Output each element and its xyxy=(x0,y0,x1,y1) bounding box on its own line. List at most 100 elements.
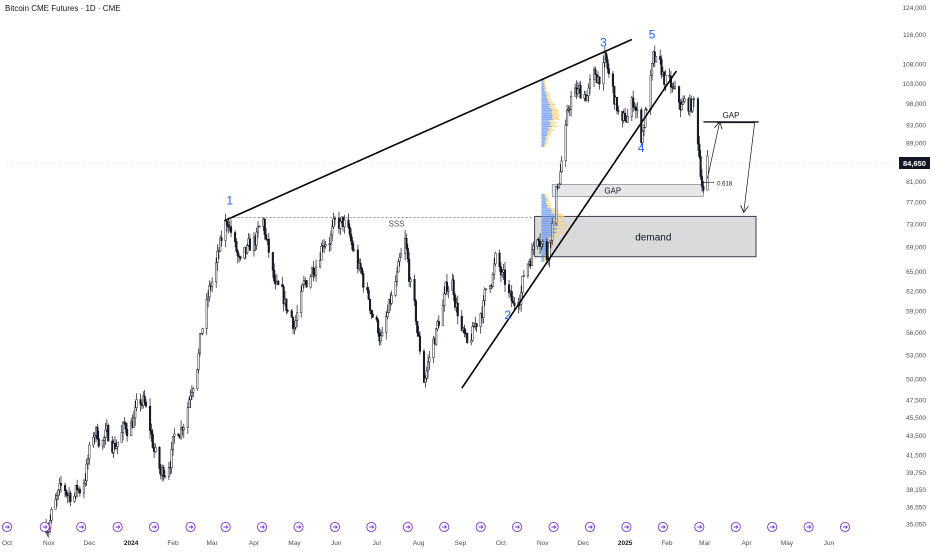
candle-body xyxy=(92,436,95,446)
volume-profile-bar xyxy=(541,102,549,104)
event-icon-arrow xyxy=(733,525,739,529)
candle-body xyxy=(162,467,165,477)
candle-body xyxy=(328,243,331,245)
y-tick-label: 69,000 xyxy=(906,245,926,252)
event-icon-arrow xyxy=(332,525,338,529)
y-tick-label: 43,500 xyxy=(906,433,926,440)
event-icon[interactable] xyxy=(621,521,632,533)
event-icon[interactable] xyxy=(730,521,741,533)
volume-profile-bar xyxy=(546,96,550,99)
candle-body xyxy=(379,335,382,342)
volume-profile-bar xyxy=(541,123,550,126)
candle-body xyxy=(405,237,408,249)
event-icon[interactable] xyxy=(402,521,413,533)
candle-body xyxy=(207,296,210,300)
x-tick-label: Mar xyxy=(207,540,219,547)
candle-body xyxy=(130,421,133,437)
volume-profile-bar xyxy=(541,199,547,201)
volume-profile-bar xyxy=(548,105,554,108)
candle-body xyxy=(432,338,435,359)
candle-body xyxy=(293,327,296,329)
event-icon[interactable] xyxy=(657,521,668,533)
event-icon[interactable] xyxy=(694,521,705,533)
event-icon[interactable] xyxy=(584,521,596,533)
volume-profile-bar xyxy=(552,113,559,115)
event-icon[interactable] xyxy=(439,521,450,533)
candle-body xyxy=(702,186,705,191)
volume-profile-bar xyxy=(541,116,553,119)
event-icon[interactable] xyxy=(803,521,814,533)
event-icon[interactable] xyxy=(39,521,50,533)
event-icon[interactable] xyxy=(329,521,340,533)
volume-profile-bar xyxy=(545,91,549,93)
candle-body xyxy=(651,62,654,76)
event-icon[interactable] xyxy=(1,521,13,533)
candle-body xyxy=(655,56,658,62)
candle-body xyxy=(59,483,63,486)
candle-body xyxy=(566,110,569,126)
candle-body xyxy=(320,245,323,261)
x-tick-label: Dec xyxy=(84,540,96,547)
candle-body xyxy=(530,249,534,266)
volume-profile-bar xyxy=(541,140,545,142)
projection-to-upper-gap xyxy=(716,122,756,212)
event-icon[interactable] xyxy=(112,521,123,533)
event-icon[interactable] xyxy=(548,521,559,533)
lower-wedge-line xyxy=(461,70,678,389)
volume-profile-bar xyxy=(541,118,553,120)
candle-body xyxy=(557,183,561,188)
volume-profile-bar xyxy=(543,78,545,81)
candle-body xyxy=(198,333,202,354)
volume-profile-bar xyxy=(541,233,553,235)
event-icon[interactable] xyxy=(840,521,851,533)
volume-profile-bar xyxy=(541,215,556,217)
candle-body xyxy=(236,250,239,257)
event-icon[interactable] xyxy=(185,521,196,533)
candle-body xyxy=(217,250,220,253)
candle-body xyxy=(368,298,372,311)
event-icon-arrow xyxy=(806,525,812,529)
candle-body xyxy=(624,112,627,121)
candle-body xyxy=(300,290,303,313)
volume-profile-bar xyxy=(541,114,553,117)
y-tick-label: 47,500 xyxy=(906,397,926,404)
y-tick-label: 93,000 xyxy=(906,123,926,130)
event-icon-arrow xyxy=(514,525,520,529)
event-icon[interactable] xyxy=(76,521,87,533)
event-icon[interactable] xyxy=(475,521,486,533)
volume-profile-bar xyxy=(545,201,549,203)
candle-body xyxy=(617,110,620,112)
volume-profile-bar xyxy=(541,145,545,147)
volume-profile-bar xyxy=(541,244,550,246)
event-icon[interactable] xyxy=(366,521,377,533)
volume-profile-bar xyxy=(541,193,545,196)
event-icon[interactable] xyxy=(767,521,778,533)
volume-profile-bar xyxy=(546,202,549,205)
event-icon[interactable] xyxy=(149,521,160,533)
candle-body xyxy=(339,221,342,229)
y-tick-label: 89,000 xyxy=(906,141,926,148)
upper-wedge-line xyxy=(223,38,633,222)
event-icon[interactable] xyxy=(257,521,268,533)
event-icon-arrow xyxy=(697,525,703,529)
volume-profile-bar xyxy=(541,242,550,244)
candle-body xyxy=(494,252,497,265)
event-icon[interactable] xyxy=(293,521,304,533)
volume-profile-bar xyxy=(549,123,555,126)
volume-profile-bar xyxy=(541,235,552,237)
event-icon[interactable] xyxy=(220,521,231,533)
volume-profile-bar xyxy=(541,249,547,252)
event-icon[interactable] xyxy=(512,521,523,533)
volume-profile-bar xyxy=(556,231,566,234)
candle-body xyxy=(570,96,573,110)
wave-label-1: 1 xyxy=(226,193,233,207)
volume-profile-bar xyxy=(547,127,552,129)
candle-body xyxy=(173,433,176,437)
candle-body xyxy=(493,263,496,275)
candle-body xyxy=(526,263,529,277)
volume-profile-bar xyxy=(554,213,563,216)
x-tick-label: Oct xyxy=(2,540,12,547)
candle-body xyxy=(350,234,353,242)
volume-profile-bar xyxy=(541,220,556,223)
